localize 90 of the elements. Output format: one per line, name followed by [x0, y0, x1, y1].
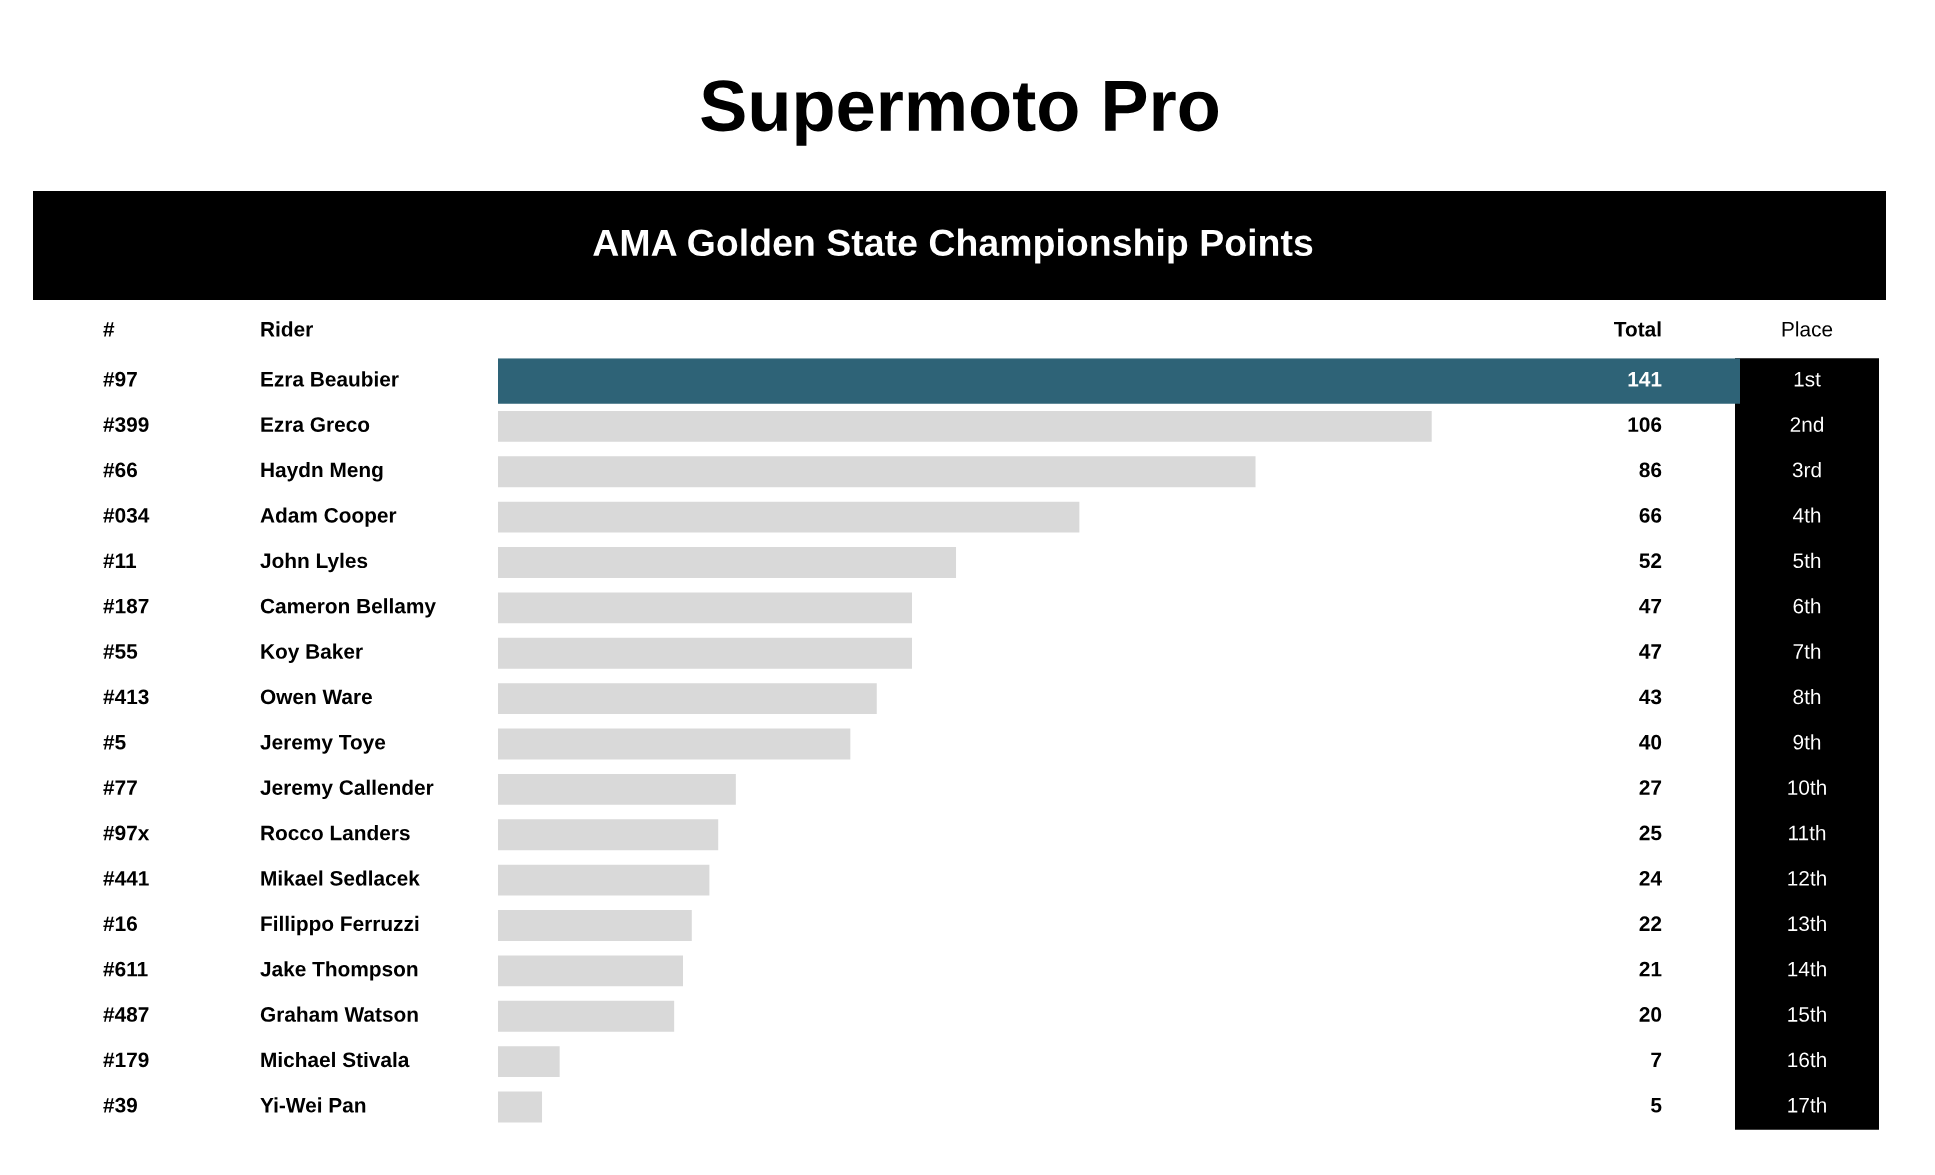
bar [498, 1046, 560, 1078]
y-tick-label: Mikael Sedlacek [261, 870, 420, 886]
y2-tick-label: 17th [1788, 1097, 1826, 1113]
y-tick-label: Jake Thompson [260, 961, 418, 981]
data-label: 20 [1639, 1007, 1662, 1022]
data-label: 25 [1639, 825, 1662, 841]
data-label: 47 [1639, 644, 1662, 659]
bar [498, 773, 736, 805]
y-axis-title: Rider [261, 321, 313, 337]
text: #66 [103, 462, 138, 478]
text: #034 [103, 507, 150, 523]
bar [498, 728, 851, 760]
bar [498, 1091, 543, 1123]
y2-tick-label: 10th [1788, 779, 1826, 795]
chart-title: Supermoto Pro [701, 80, 1218, 146]
y-tick-label: Fillippo Ferruzzi [261, 915, 419, 936]
text: #487 [103, 1007, 149, 1022]
bar [498, 864, 710, 896]
y-tick-label: Haydn Meng [261, 461, 383, 482]
bar [498, 456, 1256, 488]
y2-tick-label: 4th [1793, 507, 1821, 523]
bar [498, 683, 877, 715]
bar [498, 1000, 675, 1032]
bar [498, 637, 912, 669]
text: #179 [103, 1052, 149, 1068]
data-label: 86 [1639, 462, 1662, 478]
y2-tick-label: 12th [1788, 870, 1826, 886]
data-label: 106 [1628, 417, 1662, 432]
data-label: 47 [1639, 598, 1662, 614]
text: #187 [103, 598, 149, 614]
text: #5 [103, 735, 126, 750]
y-tick-label: John Lyles [260, 552, 368, 573]
y-tick-label: Owen Ware [260, 689, 372, 705]
text: #39 [103, 1097, 137, 1113]
y-tick-label: Ezra Greco [261, 417, 370, 432]
x-axis-title: Total [1614, 321, 1661, 337]
bar [498, 910, 692, 941]
y-tick-label: Graham Watson [260, 1006, 418, 1022]
y2-tick-label: 13th [1788, 915, 1826, 932]
data-label: 22 [1639, 916, 1662, 931]
y2-tick-label: 3rd [1792, 462, 1821, 478]
data-label: 24 [1639, 870, 1662, 886]
y2-tick-label: 15th [1788, 1006, 1826, 1022]
bar [498, 501, 1080, 533]
y2-tick-label: 14th [1788, 961, 1826, 977]
y2-tick-label: 2nd [1790, 416, 1824, 432]
y2-axis-title: Place [1782, 321, 1833, 337]
data-label: 27 [1639, 780, 1662, 795]
y2-tick-label: 9th [1793, 734, 1821, 750]
text: #77 [103, 780, 137, 795]
text: #97 [103, 371, 137, 387]
y-tick-label: Rocco Landers [261, 825, 410, 841]
y2-tick-label: 11th [1789, 825, 1826, 841]
y-tick-label: Yi-Wei Pan [260, 1097, 366, 1113]
bar [498, 819, 719, 851]
y2-tick-label: 6th [1793, 598, 1821, 614]
data-label: 141 [1628, 372, 1662, 387]
y-tick-label: Michael Stivala [261, 1051, 410, 1068]
y-tick-label: Cameron Bellamy [260, 598, 436, 618]
text: #611 [103, 961, 148, 977]
data-label: 52 [1639, 553, 1662, 569]
data-label: 40 [1639, 734, 1662, 750]
text: #11 [103, 553, 137, 568]
chart-subtitle: AMA Golden State Championship Points [593, 228, 1313, 264]
data-label: 21 [1639, 961, 1662, 977]
y-tick-label: Ezra Beaubier [261, 371, 399, 387]
bar [498, 410, 1432, 442]
bar [498, 547, 957, 578]
y2-tick-label: 7th [1793, 643, 1821, 659]
text: #97x [103, 825, 150, 841]
y2-tick-label: 8th [1793, 688, 1821, 705]
y2-tick-label: 5th [1793, 552, 1821, 569]
bar [498, 955, 683, 987]
y-tick-label: Adam Cooper [260, 507, 397, 527]
data-label: 66 [1639, 507, 1662, 523]
y-tick-label: Jeremy Toye [260, 735, 386, 754]
data-label: 7 [1651, 1052, 1662, 1068]
y2-tick-label: 16th [1788, 1051, 1826, 1068]
y-tick-label: Koy Baker [261, 643, 363, 663]
data-label: 5 [1651, 1098, 1662, 1113]
text: #413 [103, 689, 149, 705]
bar [498, 592, 912, 624]
y2-tick-label: 1st [1794, 372, 1821, 387]
text: #441 [103, 871, 149, 886]
y-tick-label: Jeremy Callender [260, 779, 434, 800]
text: # [103, 322, 115, 337]
text: #16 [103, 916, 138, 932]
data-label: 43 [1639, 689, 1662, 705]
text: #55 [103, 644, 138, 659]
text: #399 [103, 417, 149, 432]
